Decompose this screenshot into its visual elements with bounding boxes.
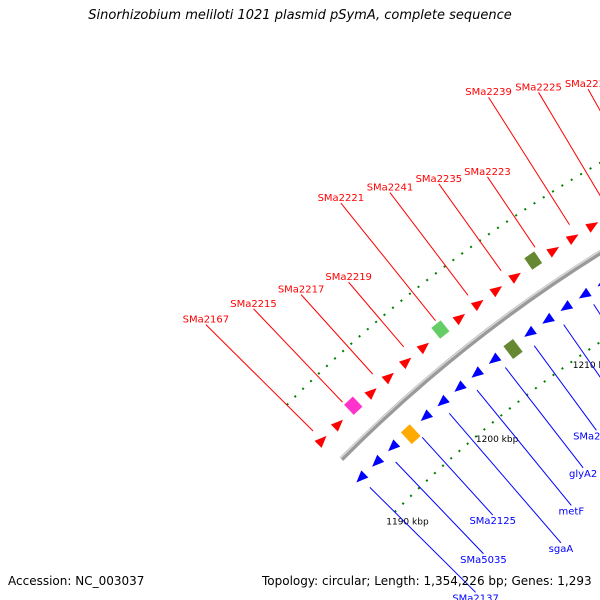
forward-gene-label: SMa2217 bbox=[278, 285, 325, 296]
reverse-gene-arrow bbox=[372, 454, 385, 467]
forward-gene-leader bbox=[438, 183, 502, 272]
map-title: Sinorhizobium meliloti 1021 plasmid pSym… bbox=[88, 8, 512, 23]
reverse-gene-leader bbox=[448, 412, 562, 544]
forward-gene-label: SMa2241 bbox=[367, 183, 414, 194]
forward-gene-label: SMa2215 bbox=[230, 299, 277, 310]
reverse-gene-leader bbox=[533, 345, 597, 431]
reverse-gene-arrow bbox=[356, 470, 369, 483]
reverse-gene-leader bbox=[369, 486, 476, 593]
forward-gene-label: SMa2221 bbox=[318, 193, 365, 204]
reverse-gene-leader bbox=[395, 461, 484, 555]
backbone-ring bbox=[339, 249, 600, 461]
forward-gene-arrow bbox=[489, 286, 503, 298]
forward-gene-leader bbox=[253, 308, 343, 403]
reverse-gene-label: SMa2137 bbox=[452, 593, 499, 600]
forward-gene-label: SMa2235 bbox=[416, 174, 463, 185]
forward-feature bbox=[524, 251, 543, 270]
forward-gene-arrow bbox=[585, 222, 599, 233]
forward-gene-leader bbox=[300, 294, 374, 375]
backbone-highlight bbox=[339, 250, 600, 459]
reverse-feature bbox=[503, 338, 523, 359]
forward-gene-arrow bbox=[381, 372, 394, 385]
reverse-gene-arrow bbox=[597, 282, 600, 287]
forward-gene-arrow bbox=[330, 419, 343, 432]
forward-gene-arrow bbox=[470, 299, 484, 312]
reverse-gene-leader bbox=[421, 436, 494, 516]
tick-label: 1190 kbp bbox=[386, 518, 429, 528]
forward-gene-leader bbox=[348, 281, 405, 348]
topology-summary: Topology: circular; Length: 1,354,226 bp… bbox=[262, 574, 592, 588]
forward-gene-leader bbox=[488, 96, 570, 225]
reverse-gene-arrow bbox=[388, 439, 401, 452]
reverse-gene-arrow bbox=[454, 380, 467, 392]
forward-gene-arrow bbox=[398, 357, 412, 370]
reverse-gene-label: SMa2125 bbox=[469, 516, 516, 527]
reverse-gene-arrow bbox=[437, 394, 450, 407]
reverse-gene-arrow bbox=[471, 366, 484, 378]
reverse-gene-arrow bbox=[524, 325, 537, 337]
reverse-gene-leader bbox=[504, 367, 584, 469]
forward-gene-leader bbox=[389, 192, 469, 296]
reverse-gene-label: glyA2 bbox=[569, 469, 597, 480]
reverse-gene-arrow bbox=[420, 409, 434, 422]
forward-gene-label: SMa2219 bbox=[325, 272, 372, 283]
reverse-gene-arrow bbox=[488, 352, 502, 364]
forward-gene-leader bbox=[587, 88, 600, 112]
reverse-gene-leader bbox=[563, 324, 600, 378]
forward-gene-leader bbox=[340, 202, 436, 321]
tick-label: 1210 kbp bbox=[573, 361, 600, 371]
forward-gene-label: SMa2167 bbox=[183, 315, 230, 326]
reverse-gene-label: metF bbox=[559, 506, 585, 517]
reverse-gene-label: sgaA bbox=[549, 544, 574, 555]
tick-label: 1200 kbp bbox=[476, 435, 519, 445]
forward-gene-label: SMa2231 bbox=[565, 79, 600, 90]
accession-label: Accession: NC_003037 bbox=[8, 574, 145, 588]
forward-feature bbox=[431, 320, 450, 339]
forward-gene-arrow bbox=[452, 313, 466, 326]
forward-gene-leader bbox=[538, 92, 600, 197]
forward-gene-arrow bbox=[546, 246, 560, 258]
reverse-gene-arrow bbox=[560, 300, 574, 312]
forward-gene-arrow bbox=[314, 435, 327, 448]
forward-feature bbox=[344, 396, 363, 415]
reverse-gene-label: SMa2189 bbox=[573, 431, 600, 442]
reverse-gene-arrow bbox=[578, 287, 592, 299]
forward-gene-leader bbox=[487, 176, 536, 248]
reverse-gene-label: SMa5035 bbox=[460, 555, 507, 566]
reverse-gene-arrow bbox=[542, 312, 555, 324]
forward-gene-label: SMa2225 bbox=[515, 82, 562, 93]
forward-gene-arrow bbox=[416, 342, 430, 355]
forward-gene-arrow bbox=[565, 234, 579, 246]
forward-gene-arrow bbox=[508, 272, 521, 284]
forward-gene-label: SMa2223 bbox=[464, 167, 511, 178]
forward-gene-label: SMa2239 bbox=[465, 87, 512, 98]
forward-gene-leader bbox=[205, 324, 314, 432]
reverse-feature bbox=[400, 424, 421, 445]
reverse-gene-leader bbox=[476, 389, 572, 506]
forward-gene-arrow bbox=[364, 388, 377, 400]
